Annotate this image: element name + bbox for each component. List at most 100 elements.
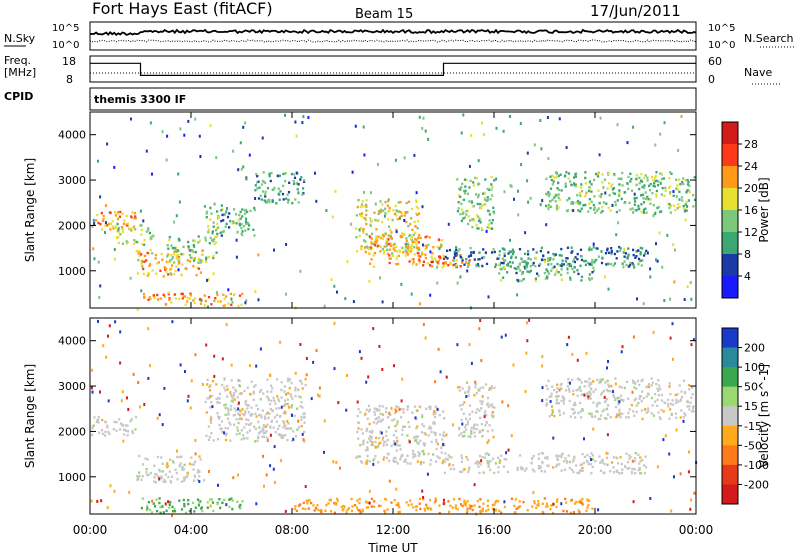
echo-cell [545,398,548,401]
echo-cell [213,202,216,206]
echo-cell [186,259,189,262]
echo-cell [617,402,620,406]
echo-cell [669,336,672,340]
echo-cell [97,418,100,421]
echo-cell [407,244,410,247]
colorbar-tick-label: -200 [744,478,769,491]
echo-cell [282,172,285,176]
echo-cell [236,396,239,399]
echo-cell [482,192,485,195]
echo-cell [642,197,645,200]
echo-cell [217,226,220,229]
echo-cell [227,417,230,420]
echo-cell [605,388,608,392]
echo-cell [441,438,444,441]
echo-cell [546,464,549,467]
echo-cell [595,247,598,250]
echo-cell [443,471,446,475]
echo-cell [397,504,400,507]
echo-cell [686,405,689,408]
echo-cell [575,185,578,188]
echo-cell [140,233,143,236]
echo-cell [643,464,646,467]
echo-cell [488,460,491,463]
echo-cell [385,244,388,248]
echo-cell [500,261,503,265]
echo-cell [546,258,549,262]
echo-cell [192,264,195,268]
echo-cell [142,272,145,276]
echo-cell [503,500,506,504]
echo-cell [247,404,250,407]
echo-cell [302,438,305,442]
echo-cell [613,471,616,474]
y-tick-label: 1000 [58,471,86,484]
echo-cell [379,245,382,248]
echo-cell [316,508,319,511]
echo-cell [143,295,146,299]
echo-cell [136,478,139,481]
echo-cell [482,248,485,251]
echo-cell [312,360,315,364]
echo-cell [218,392,221,396]
echo-cell [181,292,184,296]
echo-cell [491,403,494,406]
echo-cell [150,511,154,514]
echo-cell [620,462,623,466]
echo-cell [392,459,395,462]
echo-cell [618,209,621,212]
echo-cell [141,243,144,246]
echo-cell [463,434,466,438]
echo-cell [623,260,626,263]
echo-cell [689,401,692,404]
echo-cell [657,180,660,183]
echo-cell [227,407,230,410]
echo-cell [344,297,347,301]
echo-cell [415,200,418,204]
echo-cell [407,200,410,203]
echo-cell [375,235,378,238]
colorbar-cell [722,425,738,446]
echo-region [545,377,695,421]
echo-cell [366,417,369,420]
echo-cell [465,381,469,384]
echo-cell [377,235,380,238]
echo-cell [534,277,537,280]
echo-cell [647,410,650,413]
echo-cell [693,491,696,495]
echo-cell [415,243,418,246]
echo-cell [486,452,489,455]
echo-cell [564,185,567,188]
echo-cell [107,399,110,403]
echo-cell [106,426,109,429]
echo-cell [541,355,544,358]
echo-cell [487,223,490,226]
echo-cell [253,206,256,210]
echo-cell [287,198,290,202]
echo-cell [692,410,695,413]
echo-cell [632,410,635,413]
echo-cell [528,270,531,274]
echo-cell [486,196,489,199]
echo-cell [216,293,219,297]
echo-cell [389,228,392,232]
echo-cell [182,245,185,248]
echo-cell [519,454,522,457]
echo-cell [117,228,120,232]
echo-cell [384,207,387,210]
echo-cell [503,267,506,271]
echo-cell [461,259,464,262]
echo-cell [634,382,637,385]
echo-cell [167,247,170,250]
echo-cell [207,231,210,234]
echo-region [456,381,496,439]
echo-cell [227,427,230,430]
echo-cell [187,394,190,398]
echo-cell [432,246,435,249]
echo-cell [465,455,468,459]
echo-cell [513,197,515,201]
echo-cell [620,471,624,475]
echo-cell [92,424,95,427]
echo-cell [149,297,152,300]
echo-cell [581,466,584,470]
